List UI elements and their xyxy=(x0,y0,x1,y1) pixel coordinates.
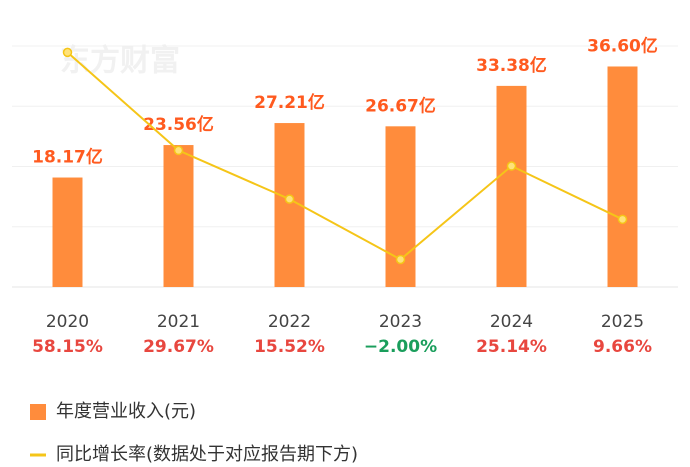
growth-value-label: −2.00% xyxy=(364,337,437,357)
bar-value-label: 36.60亿 xyxy=(587,35,658,56)
growth-line xyxy=(66,51,623,261)
bar-value-label: 18.17亿 xyxy=(32,147,103,168)
x-tick-label: 2022 xyxy=(268,312,311,332)
x-tick-label: 2023 xyxy=(379,312,422,332)
bar xyxy=(496,85,527,287)
growth-point xyxy=(506,161,517,171)
legend-label: 年度营业收入(元) xyxy=(56,401,196,422)
bar xyxy=(607,66,638,287)
legend-label: 同比增长率(数据处于对应报告期下方) xyxy=(56,444,358,465)
growth-value-label: 58.15% xyxy=(32,337,103,357)
growth-point xyxy=(284,194,295,204)
growth-point xyxy=(395,254,406,265)
growth-point xyxy=(617,214,628,225)
watermark: 东方财富 xyxy=(60,44,180,79)
growth-point xyxy=(173,145,184,156)
x-tick-label: 2021 xyxy=(157,312,200,332)
bar xyxy=(52,177,83,287)
growth-value-label: 29.67% xyxy=(143,337,214,357)
growth-value-label: 25.14% xyxy=(476,337,547,357)
growth-value-label: 9.66% xyxy=(593,337,652,357)
bar-value-label: 27.21亿 xyxy=(254,92,325,113)
growth-point xyxy=(62,47,73,58)
x-tick-label: 2024 xyxy=(490,312,533,332)
legend-swatch xyxy=(30,404,46,420)
bar-value-label: 23.56亿 xyxy=(143,114,214,135)
x-tick-label: 2020 xyxy=(46,312,89,332)
growth-value-label: 15.52% xyxy=(254,337,325,357)
x-tick-label: 2025 xyxy=(601,312,644,332)
bar-value-label: 33.38亿 xyxy=(476,55,547,76)
bar-value-label: 26.67亿 xyxy=(365,95,436,116)
bar xyxy=(163,145,194,287)
